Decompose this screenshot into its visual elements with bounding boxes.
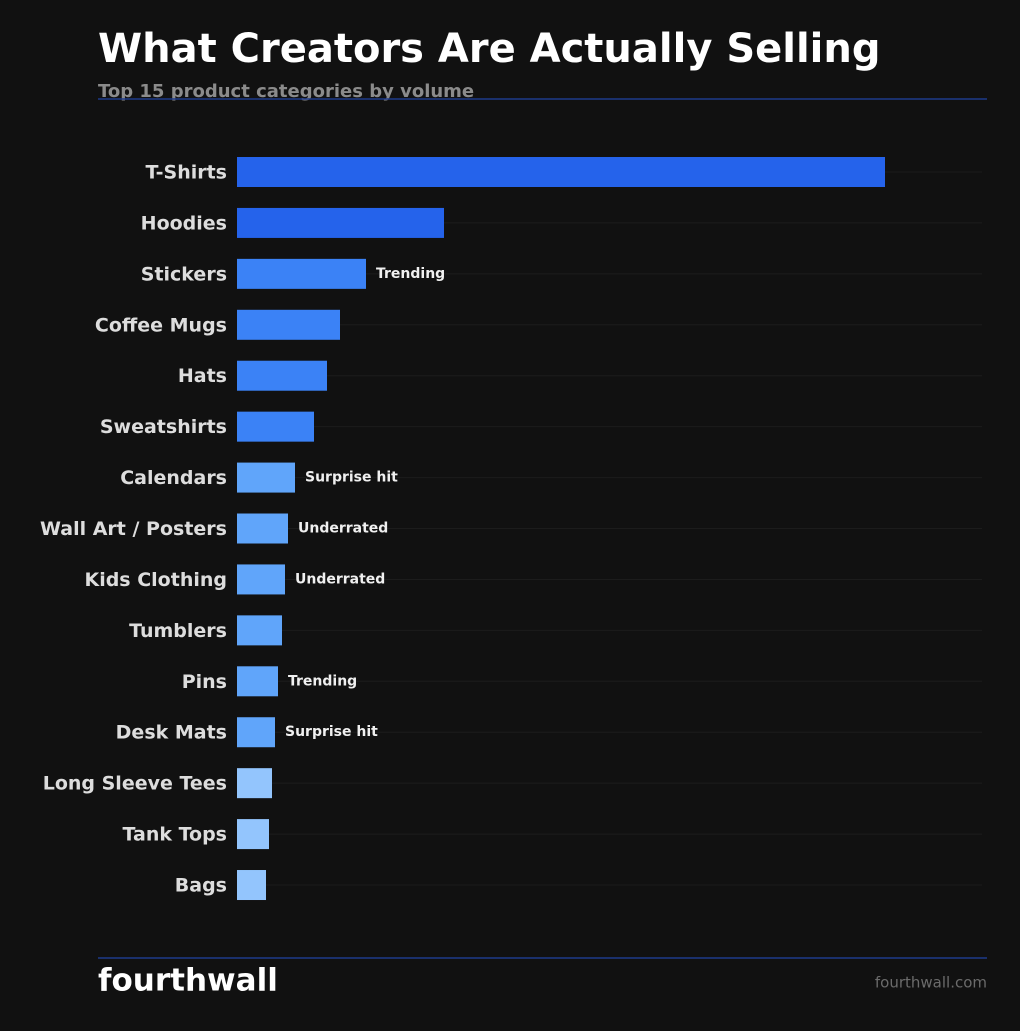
category-label: Sweatshirts: [100, 416, 227, 438]
brand: fourthwall: [98, 963, 278, 999]
bar-annotation: Trending: [376, 266, 445, 282]
bar: [237, 360, 327, 391]
footer-url: fourthwall.com: [875, 974, 987, 992]
category-label: Hoodies: [141, 212, 227, 234]
bar-annotation: Trending: [288, 673, 357, 689]
bar: [237, 819, 269, 850]
bar: [237, 411, 314, 442]
category-label: Wall Art / Posters: [40, 518, 227, 540]
bar: [237, 462, 295, 493]
chart-subtitle: Top 15 product categories by volume: [98, 81, 474, 102]
bar-annotation: Underrated: [298, 521, 388, 537]
bar: [237, 157, 885, 187]
category-label: Kids Clothing: [84, 569, 227, 591]
bar-annotation: Surprise hit: [285, 724, 378, 740]
category-label: Stickers: [141, 263, 227, 285]
category-label: Coffee Mugs: [95, 314, 227, 336]
bar: [237, 615, 282, 646]
bar: [237, 207, 444, 238]
bar: [237, 870, 266, 901]
category-label: Desk Mats: [116, 722, 227, 744]
category-label: T-Shirts: [145, 162, 227, 184]
category-label: Long Sleeve Tees: [43, 773, 227, 795]
chart-title: What Creators Are Actually Selling: [98, 26, 881, 72]
category-label: Calendars: [120, 467, 227, 489]
bar: [237, 768, 272, 799]
category-label: Pins: [182, 671, 227, 693]
bar: [237, 513, 288, 544]
bar: [237, 717, 275, 748]
bar: [237, 309, 340, 340]
category-label: Tank Tops: [122, 824, 227, 846]
bar: [237, 666, 278, 697]
bar-annotation: Underrated: [295, 571, 385, 587]
category-label: Tumblers: [129, 620, 227, 642]
bar: [237, 258, 366, 289]
category-label: Bags: [175, 875, 227, 897]
category-label: Hats: [178, 365, 227, 387]
bar-annotation: Surprise hit: [305, 470, 398, 486]
bar: [237, 564, 285, 595]
